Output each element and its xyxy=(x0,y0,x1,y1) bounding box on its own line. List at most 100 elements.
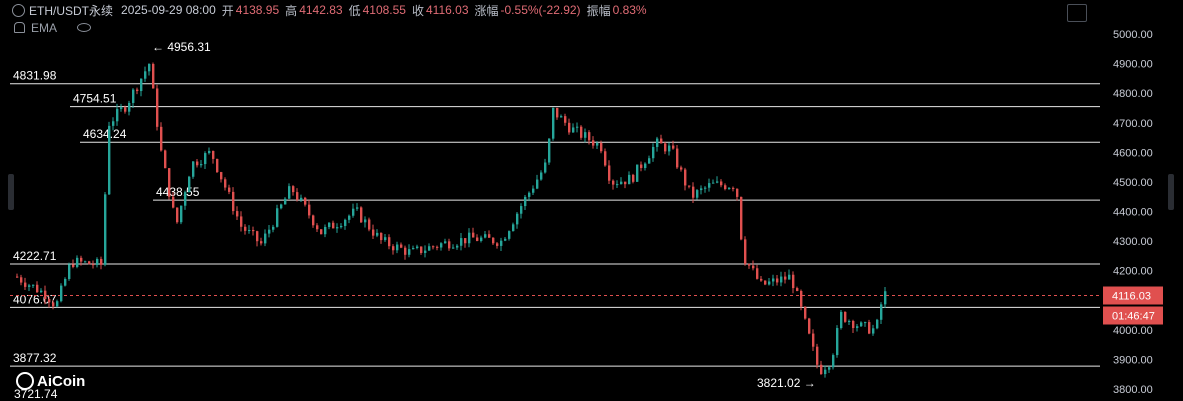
candle-body xyxy=(368,219,371,230)
candle-body xyxy=(640,164,643,168)
candle-body xyxy=(108,125,111,195)
candle-body xyxy=(516,213,519,225)
change-label: 涨幅 xyxy=(474,3,499,18)
candle-body xyxy=(796,288,799,291)
candle-body xyxy=(272,226,275,230)
candle-body xyxy=(384,237,387,241)
low-label: 低 xyxy=(348,3,361,18)
candle-body xyxy=(740,196,743,240)
chart-settings-icon[interactable] xyxy=(12,3,25,17)
candle-body xyxy=(188,176,191,193)
logo-mark-icon xyxy=(16,372,34,390)
scroll-right-handle[interactable] xyxy=(1168,174,1174,210)
candle-body xyxy=(104,194,107,265)
candle-body xyxy=(636,164,639,182)
candle-body xyxy=(844,311,847,322)
candle-body xyxy=(76,257,79,267)
candle-body xyxy=(644,163,647,168)
candle-body xyxy=(56,301,59,307)
candle-body xyxy=(388,237,391,247)
candle-body xyxy=(632,174,635,182)
candle-body xyxy=(568,122,571,133)
candle-body xyxy=(236,211,239,217)
candle-body xyxy=(708,183,711,188)
candle-body xyxy=(864,322,867,324)
candle-body xyxy=(672,145,675,149)
candle-body xyxy=(624,181,627,185)
candle-body xyxy=(540,172,543,180)
amplitude-value: 0.83% xyxy=(612,3,647,17)
candle-body xyxy=(208,150,211,154)
candle-body xyxy=(308,204,311,216)
candle-body xyxy=(320,229,323,235)
candle-body xyxy=(460,238,463,246)
price-tick-label: 4600.00 xyxy=(1113,147,1153,159)
candle-body xyxy=(756,268,759,279)
high-value: 4142.83 xyxy=(299,3,343,17)
candle-body xyxy=(192,161,195,177)
alarm-icon[interactable] xyxy=(14,22,25,33)
candle-body xyxy=(292,186,295,193)
level-label: 4634.24 xyxy=(83,127,127,141)
current-price-tag-label: 4116.03 xyxy=(1112,291,1151,303)
candle-body xyxy=(828,367,831,370)
amplitude-label: 振幅 xyxy=(586,3,611,18)
fullscreen-icon[interactable] xyxy=(1067,4,1087,22)
countdown-label: 01:46:47 xyxy=(1112,311,1155,323)
candle-body xyxy=(596,142,599,146)
candle-body xyxy=(480,237,483,241)
candle-body xyxy=(856,326,859,329)
candle-body xyxy=(484,234,487,238)
candle-body xyxy=(404,247,407,255)
candle-body xyxy=(564,116,567,123)
candle-body xyxy=(200,164,203,166)
scroll-left-handle[interactable] xyxy=(8,174,14,210)
candle-body xyxy=(728,187,731,190)
candle-body xyxy=(852,320,855,329)
candle-body xyxy=(812,333,815,347)
candle-body xyxy=(604,151,607,166)
candle-body xyxy=(748,263,751,266)
bottom-level-label: 3721.74 xyxy=(14,387,58,401)
level-label: 4438.55 xyxy=(156,185,200,199)
candle-body xyxy=(408,249,411,255)
candle-body xyxy=(36,284,39,293)
candle-body xyxy=(124,107,127,112)
candle-body xyxy=(360,207,363,223)
candle-body xyxy=(452,247,455,249)
candle-body xyxy=(260,241,263,244)
candle-body xyxy=(240,216,243,227)
candle-body xyxy=(380,232,383,241)
candle-body xyxy=(328,222,331,227)
candle-body xyxy=(432,246,435,248)
logo-text: AiCoin xyxy=(37,372,86,390)
level-label: 3877.32 xyxy=(13,351,57,365)
candle-body xyxy=(560,116,563,118)
candle-body xyxy=(868,322,871,334)
candle-body xyxy=(760,278,763,281)
candle-body xyxy=(656,138,659,147)
candle-body xyxy=(456,245,459,248)
current-price-tag xyxy=(1103,286,1163,305)
candle-body xyxy=(444,241,447,244)
eye-hidden-icon[interactable] xyxy=(77,23,92,32)
candle-body xyxy=(804,306,807,319)
candle-body xyxy=(704,187,707,189)
indicator-ema-label[interactable]: EMA xyxy=(31,20,58,35)
candle-body xyxy=(88,261,91,265)
candle-body xyxy=(612,180,615,185)
indicator-row: EMA xyxy=(14,20,92,35)
candle-body xyxy=(512,224,515,232)
candle-body xyxy=(376,232,379,236)
candle-body xyxy=(172,196,175,208)
candle-body xyxy=(528,192,531,197)
price-tick-label: 5000.00 xyxy=(1113,29,1153,41)
candle-body xyxy=(128,102,131,112)
candle-body xyxy=(448,241,451,249)
candle-body xyxy=(400,244,403,248)
candle-body xyxy=(816,346,819,365)
candle-body xyxy=(144,71,147,79)
candle-body xyxy=(648,158,651,164)
candle-body xyxy=(464,238,467,244)
